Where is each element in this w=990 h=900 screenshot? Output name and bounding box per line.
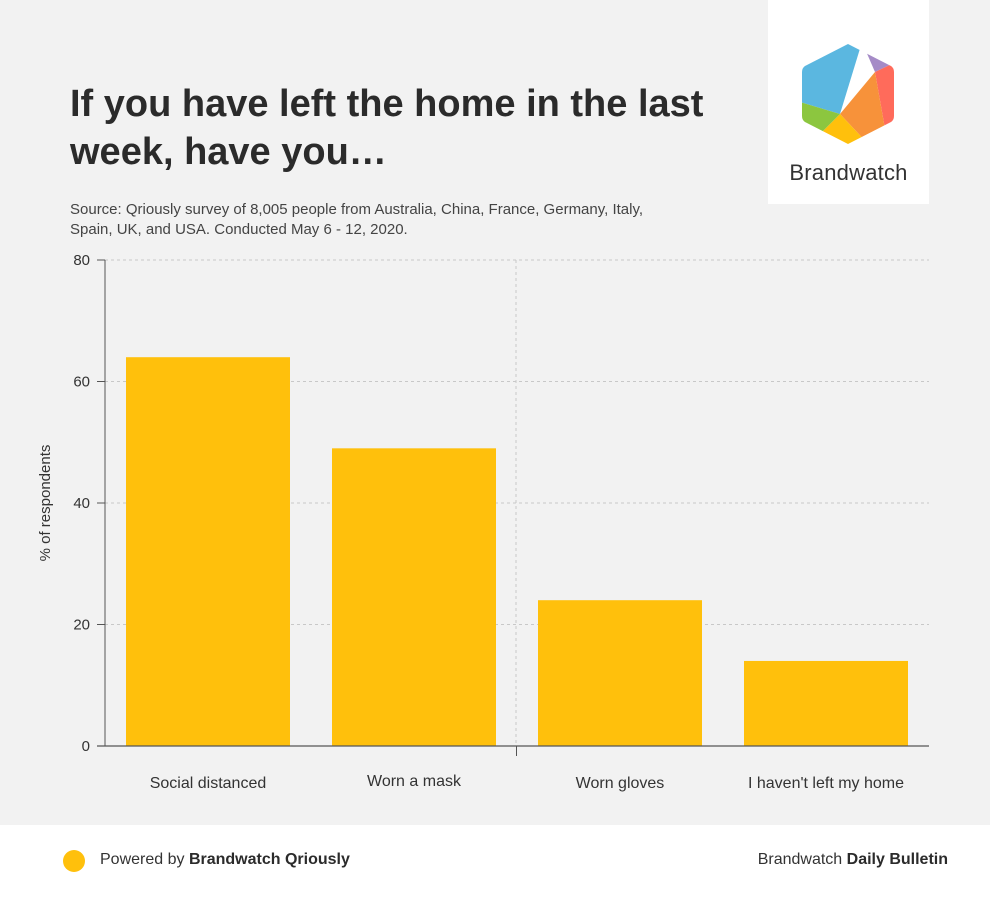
y-tick-label-80: 80 — [73, 252, 90, 269]
bar-chart: 0 20 40 60 80 Social distanced Worn a mask Worn… — [37, 252, 929, 792]
daily-bulletin-brand: Daily Bulletin — [846, 851, 948, 868]
footer-dot-icon — [63, 850, 85, 872]
page-title: If you have left the home in the last we… — [70, 83, 704, 173]
logo-wedge-orange — [840, 72, 888, 144]
bar-3 — [744, 660, 908, 746]
powered-by-prefix: Powered by — [100, 851, 189, 868]
daily-bulletin: Brandwatch Daily Bulletin — [758, 851, 948, 869]
bar-2 — [538, 600, 702, 746]
y-tick-label-60: 60 — [73, 374, 90, 391]
daily-bulletin-prefix: Brandwatch — [757, 851, 847, 868]
brand-logo-card: Brandwatch — [768, 0, 929, 204]
x-tick-label-1: Worn a mask — [367, 773, 462, 790]
brand-name: Brandwatch — [789, 160, 908, 185]
brandwatch-hexagon-icon — [802, 44, 894, 144]
bar-1 — [332, 448, 496, 746]
source-note: Source: Qriously survey of 8,005 people … — [70, 201, 644, 238]
x-tick-label-0: Social distanced — [150, 775, 267, 792]
y-tick-label-40: 40 — [73, 495, 90, 512]
x-tick-label-3: I haven't left my home — [748, 775, 904, 792]
x-tick-label-2: Worn gloves — [576, 775, 665, 792]
y-axis-label: % of respondents — [37, 445, 54, 562]
bar-0 — [126, 357, 290, 746]
powered-by-brand: Brandwatch Qriously — [188, 851, 350, 868]
y-tick-label-0: 0 — [82, 738, 90, 755]
y-tick-label-20: 20 — [73, 617, 90, 634]
powered-by: Powered by Brandwatch Qriously — [100, 851, 350, 869]
